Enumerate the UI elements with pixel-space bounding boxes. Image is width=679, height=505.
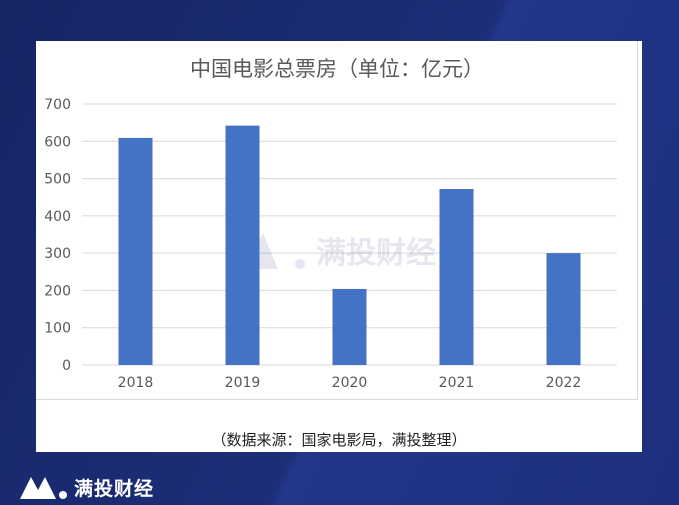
- brand-logo-icon: [20, 477, 67, 499]
- bars: [118, 125, 581, 365]
- y-tick-label: 200: [44, 283, 71, 299]
- bar-2021: [439, 189, 474, 365]
- bar-2019: [225, 125, 260, 365]
- x-tick-label: 2021: [439, 375, 475, 391]
- brand-name: 满投财经: [74, 477, 155, 500]
- watermark-text: 满投财经: [316, 236, 436, 271]
- bar-2020: [332, 288, 367, 365]
- y-tick-label: 100: [44, 321, 71, 337]
- chart-title: 中国电影总票房（单位：亿元）: [190, 57, 484, 81]
- watermark-dot-icon: [295, 259, 305, 269]
- bar-chart: 中国电影总票房（单位：亿元） 满投财经 2018 2019 2020 2021 2022…: [44, 57, 617, 391]
- y-tick-label: 0: [62, 358, 71, 374]
- x-tick-label: 2018: [118, 375, 154, 391]
- brand-footer: 满投财经: [18, 473, 154, 501]
- y-axis-ticks: 0 100 200 300 400 500 600 700: [44, 97, 71, 374]
- y-tick-label: 400: [44, 209, 71, 225]
- y-tick-label: 300: [44, 246, 71, 262]
- x-axis-ticks: 2018 2019 2020 2021 2022: [118, 375, 582, 391]
- chart-frame: 中国电影总票房（单位：亿元） 满投财经 2018 2019 2020 2021 2022…: [36, 41, 638, 400]
- chart-panel: 中国电影总票房（单位：亿元） 满投财经 2018 2019 2020 2021 2022…: [36, 41, 642, 452]
- x-tick-label: 2020: [332, 375, 368, 391]
- bar-2022: [546, 253, 581, 365]
- source-note: （数据来源：国家电影局，满投整理）: [211, 431, 467, 449]
- bar-2018: [118, 137, 153, 365]
- y-tick-label: 700: [44, 97, 71, 113]
- y-tick-label: 500: [44, 172, 71, 188]
- y-tick-label: 600: [44, 134, 71, 150]
- x-tick-label: 2022: [546, 375, 582, 391]
- x-tick-label: 2019: [225, 375, 261, 391]
